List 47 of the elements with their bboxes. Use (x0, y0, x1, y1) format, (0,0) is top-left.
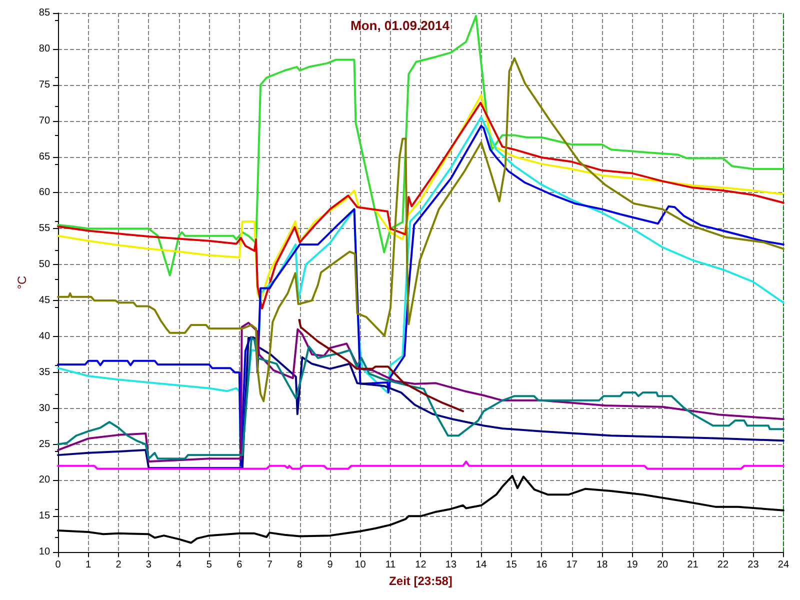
y-tick-label: 25 (38, 438, 50, 450)
x-tick-label: 22 (717, 560, 729, 571)
chart-title: Mon, 01.09.2014 (350, 18, 450, 33)
x-tick-label: 3 (146, 560, 152, 571)
y-tick-label: 35 (38, 366, 50, 378)
x-tick-label: 23 (748, 560, 760, 571)
y-tick-label: 60 (38, 187, 50, 198)
y-tick-label: 20 (38, 474, 50, 486)
x-tick-label: 6 (236, 560, 243, 571)
x-tick-label: 10 (354, 560, 366, 571)
x-tick-label: 9 (327, 560, 334, 571)
line-series (57, 460, 784, 470)
x-tick-label: 7 (266, 560, 273, 571)
y-tick-label: 75 (38, 79, 50, 90)
x-tick-label: 20 (656, 560, 669, 571)
x-tick-label: 14 (476, 560, 488, 571)
x-tick-label: 2 (116, 560, 122, 571)
line-series (57, 57, 784, 402)
y-tick-label: 65 (38, 151, 50, 162)
x-tick-label: 18 (596, 560, 608, 571)
y-axis-title: °C (15, 275, 29, 290)
y-tick-label: 70 (38, 115, 50, 126)
x-tick-label: 11 (385, 560, 396, 571)
x-tick-label: 13 (445, 560, 457, 571)
y-tick-label: 30 (38, 402, 50, 414)
y-tick-label: 80 (38, 43, 50, 54)
x-tick-label: 1 (85, 560, 92, 571)
x-tick-label: 19 (626, 560, 638, 571)
y-tick-label: 45 (38, 295, 50, 306)
y-tick-label: 55 (38, 223, 50, 234)
x-axis-title: Zeit [23:58] (389, 574, 452, 588)
line-series (298, 318, 464, 412)
y-tick-label: 85 (38, 8, 50, 18)
y-tick-label: 50 (38, 259, 50, 270)
x-tick-label: 8 (297, 560, 304, 571)
x-tick-label: 4 (176, 560, 182, 571)
y-tick-label: 10 (38, 546, 50, 558)
x-tick-label: 17 (566, 560, 578, 571)
x-tick-label: 24 (778, 560, 790, 571)
x-tick-label: 21 (687, 560, 699, 571)
x-tick-label: 5 (206, 560, 212, 571)
x-tick-label: 0 (55, 560, 62, 571)
x-tick-label: 16 (536, 560, 548, 571)
x-tick-label: 12 (415, 560, 427, 571)
x-tick-label: 15 (506, 560, 518, 571)
y-tick-label: 40 (38, 330, 50, 342)
y-tick-label: 15 (38, 510, 50, 522)
